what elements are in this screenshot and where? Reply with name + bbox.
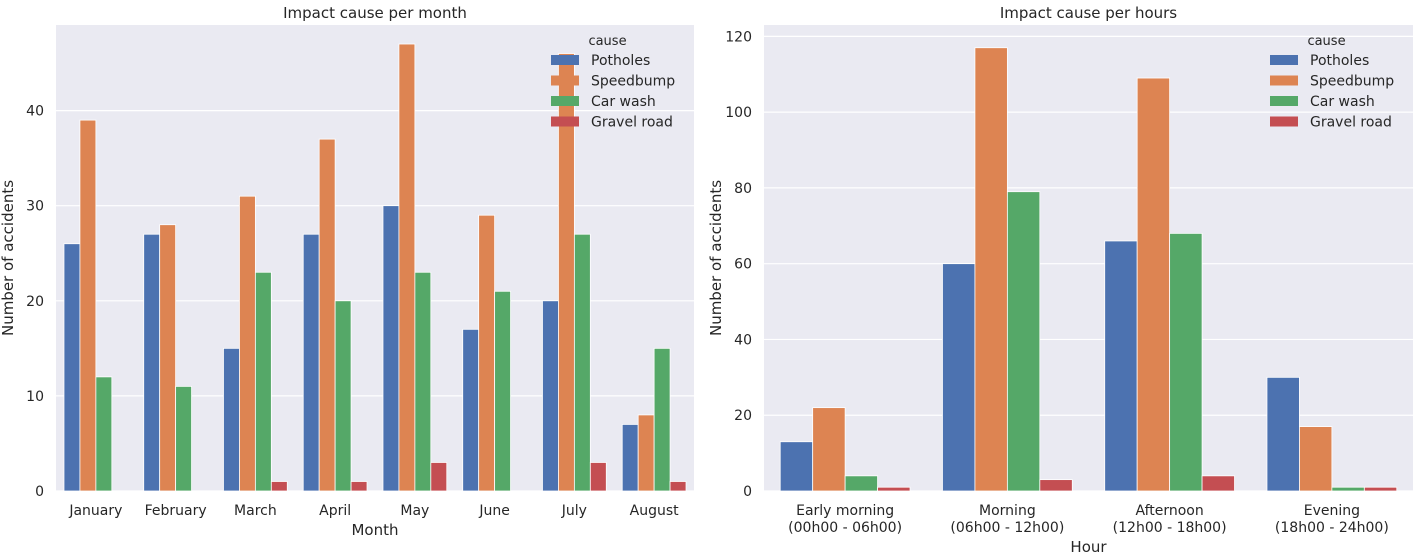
bar-speedbump bbox=[1136, 77, 1171, 492]
bar-car-wash bbox=[653, 347, 671, 492]
bar-speedbump bbox=[1299, 426, 1333, 492]
bar-speedbump bbox=[159, 224, 177, 492]
bar-potholes bbox=[621, 424, 639, 492]
x-tick-label: June bbox=[478, 503, 510, 519]
x-tick-label: Evening (18h00 - 24h00) bbox=[1275, 503, 1389, 536]
legend-title: cause bbox=[588, 34, 626, 49]
bar-car-wash bbox=[254, 271, 272, 492]
legend-swatch-gravel-road bbox=[551, 116, 579, 127]
bar-potholes bbox=[1104, 240, 1138, 492]
y-tick-label: 30 bbox=[26, 199, 44, 215]
bar-gravel-road bbox=[1363, 486, 1398, 492]
chart-title: Impact cause per hours bbox=[1000, 4, 1177, 22]
bar-speedbump bbox=[318, 138, 336, 492]
plot-area bbox=[764, 25, 1413, 491]
y-tick-label: 20 bbox=[26, 294, 44, 310]
y-tick-label: 100 bbox=[725, 105, 752, 121]
x-tick-label: July bbox=[561, 503, 587, 519]
bar-speedbump bbox=[79, 119, 97, 492]
bar-car-wash bbox=[1169, 232, 1203, 492]
y-tick-label: 40 bbox=[734, 332, 752, 348]
bar-car-wash bbox=[1331, 486, 1365, 492]
legend-label-car-wash: Car wash bbox=[1310, 94, 1375, 110]
x-tick-label: May bbox=[400, 503, 429, 519]
bar-gravel-road bbox=[430, 462, 448, 492]
y-tick-label: 10 bbox=[26, 389, 44, 405]
legend: cause Potholes Speedbump Car wash Gravel roa… bbox=[1270, 34, 1394, 131]
bar-car-wash bbox=[573, 233, 591, 492]
legend-label-speedbump: Speedbump bbox=[1310, 74, 1394, 90]
bar-speedbump bbox=[478, 214, 496, 492]
bar-gravel-road bbox=[350, 481, 368, 492]
bar-potholes bbox=[542, 300, 559, 492]
legend-swatch-gravel-road bbox=[1270, 116, 1298, 127]
legend-label-speedbump: Speedbump bbox=[591, 74, 675, 90]
bar-speedbump bbox=[974, 47, 1008, 492]
bar-potholes bbox=[223, 347, 240, 492]
legend-swatch-car-wash bbox=[551, 96, 579, 106]
y-axis-label: Number of accidents bbox=[707, 180, 725, 336]
legend-swatch-car-wash bbox=[1270, 96, 1298, 106]
y-axis-label: Number of accidents bbox=[0, 180, 17, 336]
bar-potholes bbox=[143, 233, 161, 492]
x-tick-label: August bbox=[630, 503, 680, 519]
bar-speedbump bbox=[398, 43, 416, 492]
bar-potholes bbox=[1266, 376, 1300, 492]
bar-gravel-road bbox=[1039, 479, 1073, 492]
x-tick-label: March bbox=[234, 503, 277, 519]
legend: cause Potholes Speedbump Car wash Gravel roa… bbox=[551, 34, 675, 131]
chart-title: Impact cause per month bbox=[283, 4, 467, 22]
bar-gravel-road bbox=[270, 481, 288, 492]
bar-potholes bbox=[942, 263, 976, 492]
x-tick-label: January bbox=[68, 503, 122, 519]
legend-swatch-speedbump bbox=[551, 75, 579, 86]
bar-speedbump bbox=[812, 407, 846, 492]
legend-label-gravel-road: Gravel road bbox=[591, 115, 673, 131]
x-tick-label: Morning (06h00 - 12h00) bbox=[950, 503, 1064, 536]
bar-car-wash bbox=[844, 475, 878, 492]
legend-swatch-speedbump bbox=[1270, 75, 1298, 86]
chart-month: 0 10 20 30 40 January February March April May Jun… bbox=[0, 4, 694, 539]
legend-label-car-wash: Car wash bbox=[591, 94, 656, 110]
legend-label-potholes: Potholes bbox=[591, 53, 650, 69]
y-tick-label: 120 bbox=[725, 29, 752, 45]
bar-gravel-road bbox=[877, 486, 911, 492]
x-axis-label: Hour bbox=[1070, 538, 1107, 556]
bar-gravel-road bbox=[669, 481, 687, 492]
x-tick-label: Early morning (00h00 - 06h00) bbox=[788, 503, 902, 536]
x-axis-label: Month bbox=[351, 521, 398, 539]
legend-swatch-potholes bbox=[551, 55, 579, 65]
y-tick-label: 20 bbox=[734, 408, 752, 424]
y-tick-label: 0 bbox=[743, 484, 752, 500]
y-tick-label: 60 bbox=[734, 257, 752, 273]
bar-potholes bbox=[302, 233, 320, 492]
bar-potholes bbox=[779, 441, 814, 492]
bar-car-wash bbox=[95, 376, 113, 492]
bar-car-wash bbox=[414, 271, 432, 492]
bar-car-wash bbox=[494, 290, 511, 492]
x-tick-label: February bbox=[145, 503, 207, 519]
x-tick-label: April bbox=[319, 503, 351, 519]
bar-gravel-road bbox=[1201, 475, 1235, 492]
y-tick-label: 80 bbox=[734, 181, 752, 197]
legend-swatch-potholes bbox=[1270, 55, 1298, 65]
bar-potholes bbox=[63, 243, 81, 492]
chart-hours: 0 20 40 60 80 100 120 Early morning (00h00 - 06h… bbox=[707, 4, 1413, 556]
bar-speedbump bbox=[637, 414, 655, 492]
legend-label-gravel-road: Gravel road bbox=[1310, 115, 1392, 131]
x-tick-label: Afternoon (12h00 - 18h00) bbox=[1113, 503, 1227, 536]
bar-car-wash bbox=[175, 385, 192, 492]
y-tick-label: 40 bbox=[26, 104, 44, 120]
bar-gravel-road bbox=[589, 462, 607, 492]
bar-car-wash bbox=[334, 300, 352, 492]
legend-label-potholes: Potholes bbox=[1310, 53, 1369, 69]
bar-car-wash bbox=[1006, 191, 1041, 492]
bar-speedbump bbox=[239, 195, 256, 492]
legend-title: cause bbox=[1307, 34, 1345, 49]
bar-potholes bbox=[382, 205, 400, 492]
bar-potholes bbox=[462, 328, 480, 492]
y-tick-label: 0 bbox=[35, 484, 44, 500]
